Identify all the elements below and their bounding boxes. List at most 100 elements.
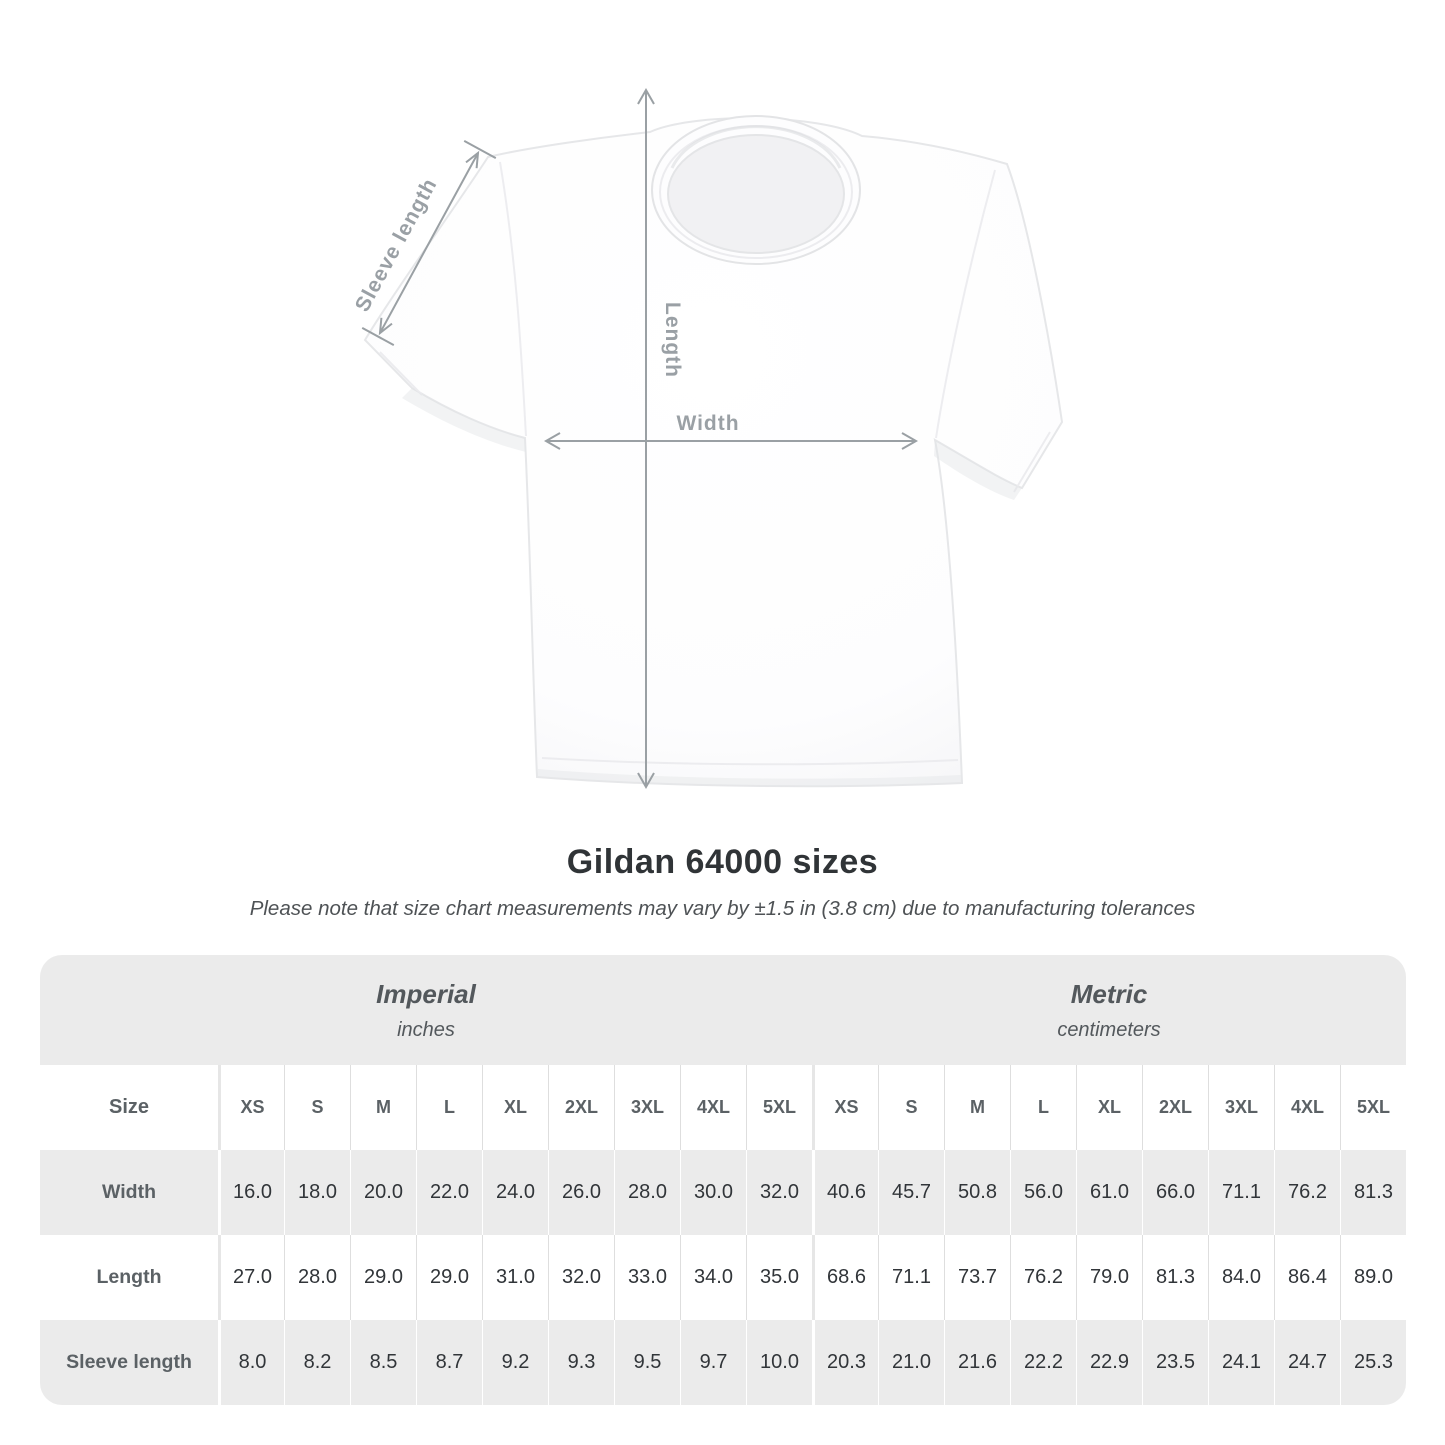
table-cell: 8.5 [350, 1320, 416, 1405]
table-row: Length 27.0 28.0 29.0 29.0 31.0 32.0 33.0 34.0 35… [40, 1235, 1406, 1320]
size-table: Imperial inches Metric centimeters Size … [40, 955, 1406, 1405]
table-cell: 25.3 [1340, 1320, 1406, 1405]
table-cell: 22.9 [1076, 1320, 1142, 1405]
table-cell: 21.0 [878, 1320, 944, 1405]
table-cell: 40.6 [812, 1150, 878, 1235]
table-cell: 8.2 [284, 1320, 350, 1405]
size-col-header: M [944, 1065, 1010, 1150]
size-col-header: S [284, 1065, 350, 1150]
table-cell: 35.0 [746, 1235, 812, 1320]
imperial-header: Imperial [376, 978, 476, 1009]
table-cell: 28.0 [284, 1235, 350, 1320]
table-cell: 34.0 [680, 1235, 746, 1320]
size-col-header: L [1010, 1065, 1076, 1150]
table-cell: 89.0 [1340, 1235, 1406, 1320]
table-cell: 50.8 [944, 1150, 1010, 1235]
tshirt-diagram: Length Width Sleeve length [350, 40, 1070, 820]
table-cell: 79.0 [1076, 1235, 1142, 1320]
metric-unit: centimeters [1057, 1018, 1161, 1041]
table-cell: 18.0 [284, 1150, 350, 1235]
tolerance-note: Please note that size chart measurements… [249, 897, 1196, 920]
length-label: Length [661, 302, 684, 378]
table-cell: 32.0 [746, 1150, 812, 1235]
table-cell: 45.7 [878, 1150, 944, 1235]
table-cell: 81.3 [1142, 1235, 1208, 1320]
table-cell: 10.0 [746, 1320, 812, 1405]
size-col-header: 3XL [1208, 1065, 1274, 1150]
table-cell: 16.0 [218, 1150, 284, 1235]
table-cell: 81.3 [1340, 1150, 1406, 1235]
table-cell: 31.0 [482, 1235, 548, 1320]
table-cell: 66.0 [1142, 1150, 1208, 1235]
table-cell: 86.4 [1274, 1235, 1340, 1320]
table-row: Width 16.0 18.0 20.0 22.0 24.0 26.0 28.0 30.0 32.… [40, 1150, 1406, 1235]
table-cell: 9.5 [614, 1320, 680, 1405]
table-cell: 76.2 [1010, 1235, 1076, 1320]
table-cell: 29.0 [416, 1235, 482, 1320]
length-dimension-arrow [637, 87, 655, 790]
size-col-header: 4XL [1274, 1065, 1340, 1150]
table-row: Sleeve length 8.0 8.2 8.5 8.7 9.2 9.3 9.5 9.7 10.… [40, 1320, 1406, 1405]
size-corner-label: Size [108, 1096, 150, 1118]
table-cell: 8.0 [218, 1320, 284, 1405]
table-cell: 71.1 [1208, 1150, 1274, 1235]
table-cell: 22.2 [1010, 1320, 1076, 1405]
size-col-header: XL [482, 1065, 548, 1150]
size-col-header: 5XL [746, 1065, 812, 1150]
table-cell: 21.6 [944, 1320, 1010, 1405]
table-cell: 27.0 [218, 1235, 284, 1320]
table-cell: 24.7 [1274, 1320, 1340, 1405]
imperial-unit: inches [397, 1018, 455, 1041]
row-label: Length [96, 1266, 162, 1288]
size-col-header: M [350, 1065, 416, 1150]
table-cell: 24.1 [1208, 1320, 1274, 1405]
table-cell: 71.1 [878, 1235, 944, 1320]
sleeve-dimension-arrow [361, 140, 497, 346]
table-cell: 73.7 [944, 1235, 1010, 1320]
table-cell: 8.7 [416, 1320, 482, 1405]
tshirt-illustration: Length Width Sleeve length [351, 87, 1064, 790]
table-cell: 84.0 [1208, 1235, 1274, 1320]
table-cell: 9.7 [680, 1320, 746, 1405]
table-cell: 29.0 [350, 1235, 416, 1320]
size-col-header: 2XL [1142, 1065, 1208, 1150]
table-cell: 68.6 [812, 1235, 878, 1320]
size-col-header: L [416, 1065, 482, 1150]
width-label: Width [676, 412, 739, 435]
table-cell: 9.3 [548, 1320, 614, 1405]
size-header-row: Size XS S M L XL 2XL 3XL 4XL 5XL XS S M L XL 2XL 3XL 4XL… [40, 1065, 1406, 1150]
table-cell: 9.2 [482, 1320, 548, 1405]
table-cell: 28.0 [614, 1150, 680, 1235]
table-unit-header: Imperial inches Metric centimeters [40, 955, 1406, 1065]
size-col-header: 5XL [1340, 1065, 1406, 1150]
table-cell: 24.0 [482, 1150, 548, 1235]
size-col-header: 4XL [680, 1065, 746, 1150]
table-cell: 32.0 [548, 1235, 614, 1320]
size-col-header: S [878, 1065, 944, 1150]
imperial-header-group: Imperial inches [40, 955, 812, 1065]
table-body: Width 16.0 18.0 20.0 22.0 24.0 26.0 28.0 30.0 32.… [40, 1150, 1406, 1405]
width-dimension-arrow [543, 432, 919, 450]
size-col-header: 3XL [614, 1065, 680, 1150]
table-cell: 33.0 [614, 1235, 680, 1320]
size-col-header: XL [1076, 1065, 1142, 1150]
table-cell: 26.0 [548, 1150, 614, 1235]
page-title: Gildan 64000 sizes [566, 843, 879, 881]
metric-header: Metric [1070, 978, 1148, 1009]
metric-header-group: Metric centimeters [812, 955, 1406, 1065]
size-col-header: 2XL [548, 1065, 614, 1150]
size-col-header: XS [812, 1065, 878, 1150]
table-cell: 30.0 [680, 1150, 746, 1235]
row-label: Sleeve length [66, 1351, 192, 1373]
table-cell: 22.0 [416, 1150, 482, 1235]
row-label: Width [102, 1181, 156, 1203]
table-cell: 61.0 [1076, 1150, 1142, 1235]
tshirt-collar [651, 115, 861, 265]
table-cell: 76.2 [1274, 1150, 1340, 1235]
table-cell: 23.5 [1142, 1320, 1208, 1405]
size-col-header: XS [218, 1065, 284, 1150]
table-cell: 20.0 [350, 1150, 416, 1235]
table-cell: 56.0 [1010, 1150, 1076, 1235]
table-cell: 20.3 [812, 1320, 878, 1405]
